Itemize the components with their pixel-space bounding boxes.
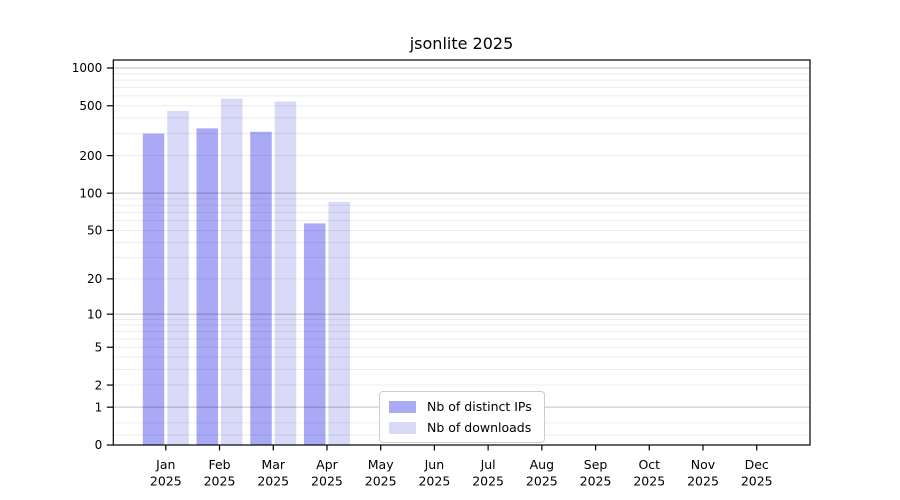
x-tick-label-month: Dec — [745, 457, 769, 472]
bar — [196, 128, 219, 445]
axes-border — [112, 59, 811, 446]
y-tick-label: 2 — [95, 378, 103, 392]
y-tick-label: 0 — [95, 438, 103, 452]
legend-label: Nb of downloads — [427, 420, 532, 435]
y-tick-label: 5 — [95, 340, 103, 354]
bar — [142, 133, 165, 445]
legend-label: Nb of distinct IPs — [427, 399, 532, 414]
x-tick-label-month: Nov — [691, 457, 716, 472]
y-tick-label: 1 — [95, 400, 103, 414]
x-tick-label-year: 2025 — [150, 474, 182, 489]
x-tick-label-year: 2025 — [741, 474, 773, 489]
x-tick-label-month: Sep — [584, 457, 608, 472]
bar — [167, 110, 189, 445]
x-tick-label-year: 2025 — [365, 474, 397, 489]
bar — [274, 101, 297, 445]
x-tick-label-year: 2025 — [526, 474, 558, 489]
legend: Nb of distinct IPs Nb of downloads — [379, 391, 545, 443]
x-tick-label-year: 2025 — [311, 474, 343, 489]
x-tick-label-month: Jan — [155, 457, 175, 472]
x-tick-label-year: 2025 — [418, 474, 450, 489]
legend-swatch-icon — [389, 421, 416, 434]
bar — [221, 98, 243, 445]
y-tick-label: 100 — [79, 186, 102, 200]
x-tick-label-year: 2025 — [204, 474, 236, 489]
legend-item-distinct-ips: Nb of distinct IPs — [389, 398, 535, 415]
bar — [303, 223, 326, 445]
x-tick-label-month: Jul — [480, 457, 496, 472]
y-tick-label: 50 — [87, 224, 102, 238]
y-tick-label: 1000 — [72, 61, 103, 75]
x-tick-label-month: Mar — [261, 457, 285, 472]
y-tick-label: 500 — [79, 99, 102, 113]
x-tick-label-year: 2025 — [472, 474, 504, 489]
y-tick-label: 200 — [79, 149, 102, 163]
x-tick-label-year: 2025 — [687, 474, 719, 489]
x-tick-label-year: 2025 — [580, 474, 612, 489]
x-tick-label-month: Oct — [638, 457, 660, 472]
y-tick-label: 10 — [87, 307, 102, 321]
y-tick-label: 20 — [87, 272, 102, 286]
x-tick-label-month: Apr — [316, 457, 338, 472]
x-tick-label-month: Feb — [208, 457, 230, 472]
x-tick-label-month: May — [368, 457, 394, 472]
x-tick-label-month: Aug — [530, 457, 554, 472]
chart-title: jsonlite 2025 — [409, 34, 514, 53]
bar — [250, 131, 272, 445]
x-tick-label-month: Jun — [424, 457, 445, 472]
bar — [328, 201, 350, 445]
legend-swatch-icon — [389, 400, 416, 413]
x-tick-label-year: 2025 — [633, 474, 665, 489]
legend-item-downloads: Nb of downloads — [389, 419, 535, 436]
x-tick-label-year: 2025 — [257, 474, 289, 489]
